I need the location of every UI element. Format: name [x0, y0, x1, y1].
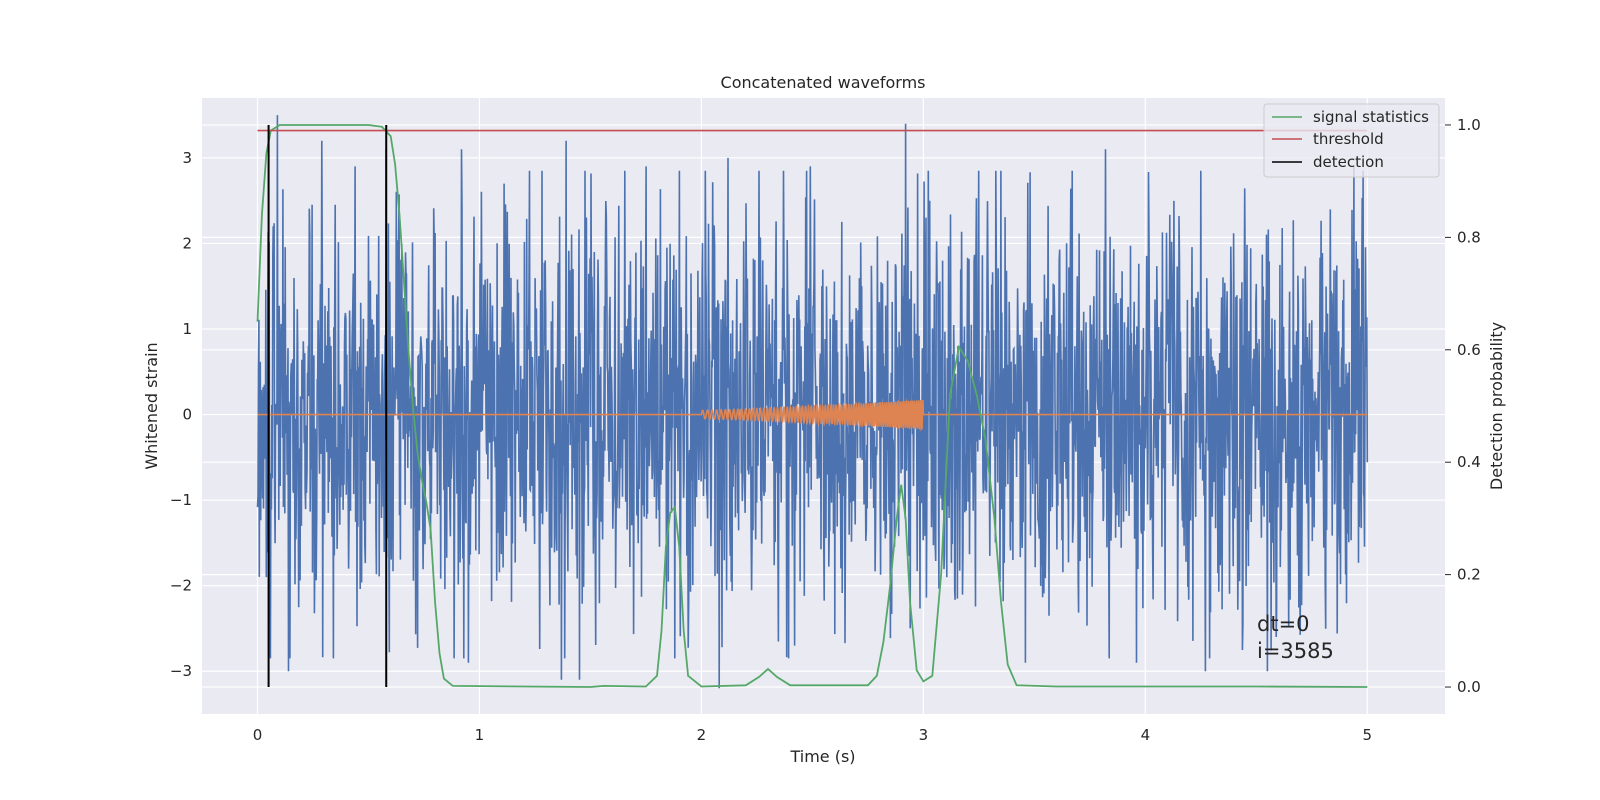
y-tick-label: 0 [182, 406, 192, 424]
legend-label-detection: detection [1313, 153, 1384, 171]
x-tick-label: 2 [697, 726, 707, 744]
legend-label-threshold: threshold [1313, 130, 1384, 148]
x-tick-label: 0 [253, 726, 263, 744]
x-tick-label: 5 [1363, 726, 1373, 744]
y2-tick-label: 0.0 [1457, 678, 1481, 696]
y-tick-label: 3 [182, 149, 192, 167]
y2-tick-label: 0.4 [1457, 453, 1481, 471]
y-tick-label: 1 [182, 320, 192, 338]
whitened-strain-line [256, 115, 1369, 689]
annotation-i: i=3585 [1257, 639, 1334, 663]
y2-tick-label: 0.2 [1457, 566, 1481, 584]
injected-chirp-line [257, 398, 1368, 432]
y2-tick-label: 0.8 [1457, 228, 1481, 246]
x-tick-label: 4 [1141, 726, 1151, 744]
y-tick-label: −1 [170, 491, 192, 509]
annotation-dt: dt=0 [1257, 612, 1310, 636]
y-tick-label: 2 [182, 234, 192, 252]
legend-box [1263, 103, 1440, 178]
legend-label-signal-statistics: signal statistics [1313, 108, 1429, 126]
y-tick-label: −2 [170, 577, 192, 595]
y-tick-label: −3 [170, 662, 192, 680]
plot-data [256, 115, 1369, 689]
y2-axis-label: Detection probability [1487, 322, 1506, 490]
axes: 0 1 2 3 4 5 −3 −2 −1 0 1 2 3 0.0 0.2 0.4 0.6 0.8 1.0 [170, 116, 1481, 744]
signal-statistics-line [256, 124, 1368, 688]
y2-tick-label: 0.6 [1457, 341, 1481, 359]
y2-tick-label: 1.0 [1457, 116, 1481, 134]
y-axis-label: Whitened strain [142, 342, 161, 469]
x-tick-label: 1 [475, 726, 485, 744]
legend: signal statistics threshold detection [1263, 103, 1440, 178]
chart-title: Concatenated waveforms [721, 73, 926, 92]
x-tick-label: 3 [919, 726, 929, 744]
x-axis-label: Time (s) [789, 747, 855, 766]
